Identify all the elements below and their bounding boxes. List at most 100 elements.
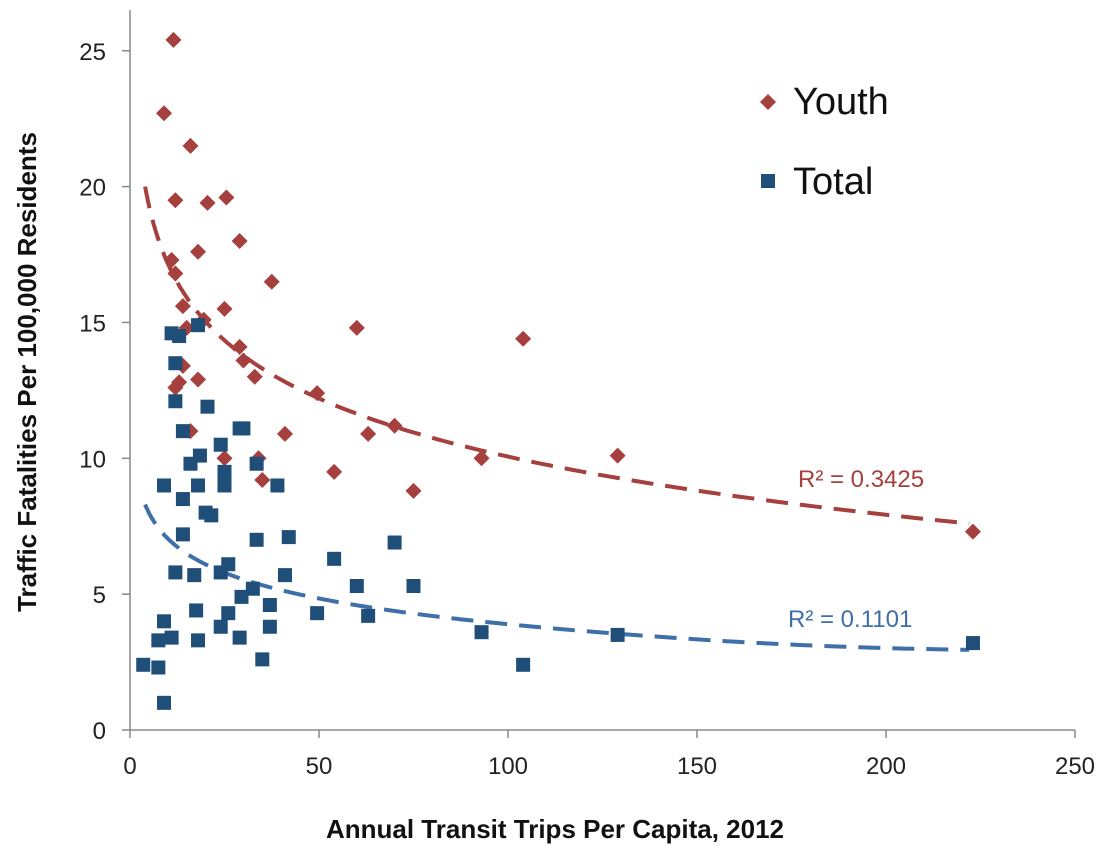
point-total	[234, 589, 249, 604]
point-youth	[216, 450, 233, 467]
point-total	[187, 568, 202, 583]
point-total	[281, 530, 296, 545]
legend-diamond-youth	[760, 94, 776, 110]
point-total	[516, 657, 531, 672]
point-total	[255, 652, 270, 667]
point-youth	[231, 232, 248, 249]
x-tick-label: 150	[677, 753, 717, 780]
youth-r2-label: R² = 0.3425	[798, 466, 924, 493]
legend-square-total	[761, 174, 775, 188]
point-youth	[171, 374, 188, 391]
point-total	[249, 532, 264, 547]
point-total	[157, 478, 172, 493]
point-total	[245, 581, 260, 596]
point-total	[236, 421, 251, 436]
point-total	[270, 478, 285, 493]
point-youth	[182, 137, 199, 154]
x-axis-ticks: 0 50 100 150 200 250	[123, 730, 1095, 780]
point-total	[175, 492, 190, 507]
y-tick-label: 10	[79, 446, 106, 473]
point-total	[965, 636, 980, 651]
y-axis-title: Traffic Fatalities Per 100,000 Residents	[12, 132, 42, 612]
point-total	[157, 614, 172, 629]
point-total	[387, 535, 402, 550]
x-tick-label: 200	[866, 753, 906, 780]
point-youth	[246, 368, 263, 385]
point-youth	[156, 105, 173, 122]
point-youth	[174, 298, 191, 315]
point-total	[189, 603, 204, 618]
point-total	[191, 478, 206, 493]
point-youth	[263, 273, 280, 290]
point-youth	[216, 300, 233, 317]
point-total	[151, 633, 166, 648]
point-total	[168, 394, 183, 409]
y-tick-label: 15	[79, 310, 106, 337]
point-youth	[254, 472, 271, 489]
point-total	[217, 478, 232, 493]
data-points	[136, 31, 981, 710]
legend-label-total: Total	[793, 161, 873, 203]
legend-marker-total	[761, 174, 775, 188]
point-total	[136, 657, 151, 672]
x-tick-label: 50	[306, 753, 333, 780]
point-total	[213, 437, 228, 452]
point-youth	[309, 385, 326, 402]
point-youth	[964, 523, 981, 540]
point-youth	[190, 243, 207, 260]
point-total	[175, 424, 190, 439]
point-total	[249, 456, 264, 471]
point-youth	[231, 338, 248, 355]
point-youth	[218, 189, 235, 206]
trendline-total	[143, 503, 970, 652]
legend-marker-youth	[760, 94, 776, 110]
point-total	[213, 565, 228, 580]
point-youth	[348, 319, 365, 336]
point-total	[232, 630, 247, 645]
point-total	[361, 608, 376, 623]
point-total	[221, 606, 236, 621]
point-youth	[235, 352, 252, 369]
point-youth	[405, 482, 422, 499]
point-youth	[386, 417, 403, 434]
trendlines	[143, 186, 970, 652]
point-youth	[609, 447, 626, 464]
y-tick-label: 25	[79, 39, 106, 66]
point-total	[327, 551, 342, 566]
y-axis-ticks: 0 5 10 15 20 25	[79, 39, 130, 745]
point-total	[191, 318, 206, 333]
point-youth	[473, 450, 490, 467]
x-tick-label: 100	[488, 753, 528, 780]
point-total	[610, 627, 625, 642]
x-axis-title: Annual Transit Trips Per Capita, 2012	[326, 814, 784, 844]
point-total	[310, 606, 325, 621]
point-total	[191, 633, 206, 648]
point-youth	[165, 31, 182, 48]
point-total	[406, 579, 421, 593]
y-tick-label: 0	[93, 718, 106, 745]
point-youth	[276, 425, 293, 442]
x-tick-label: 250	[1055, 753, 1095, 780]
point-total	[262, 619, 277, 634]
axes	[129, 10, 1075, 731]
point-total	[168, 565, 183, 580]
point-total	[204, 508, 219, 523]
point-total	[213, 619, 228, 634]
point-youth	[326, 463, 343, 480]
point-total	[200, 399, 215, 414]
point-total	[157, 695, 172, 710]
point-total	[474, 625, 489, 640]
point-total	[217, 464, 232, 479]
point-youth	[360, 425, 377, 442]
point-total	[164, 630, 179, 645]
legend: Youth Total	[760, 81, 889, 203]
point-youth	[199, 194, 216, 211]
point-youth	[190, 371, 207, 388]
x-tick-label: 0	[123, 753, 136, 780]
point-youth	[167, 192, 184, 209]
y-tick-label: 20	[79, 175, 106, 202]
point-youth	[515, 330, 532, 347]
total-r2-label: R² = 0.1101	[788, 606, 912, 633]
legend-label-youth: Youth	[793, 81, 889, 123]
